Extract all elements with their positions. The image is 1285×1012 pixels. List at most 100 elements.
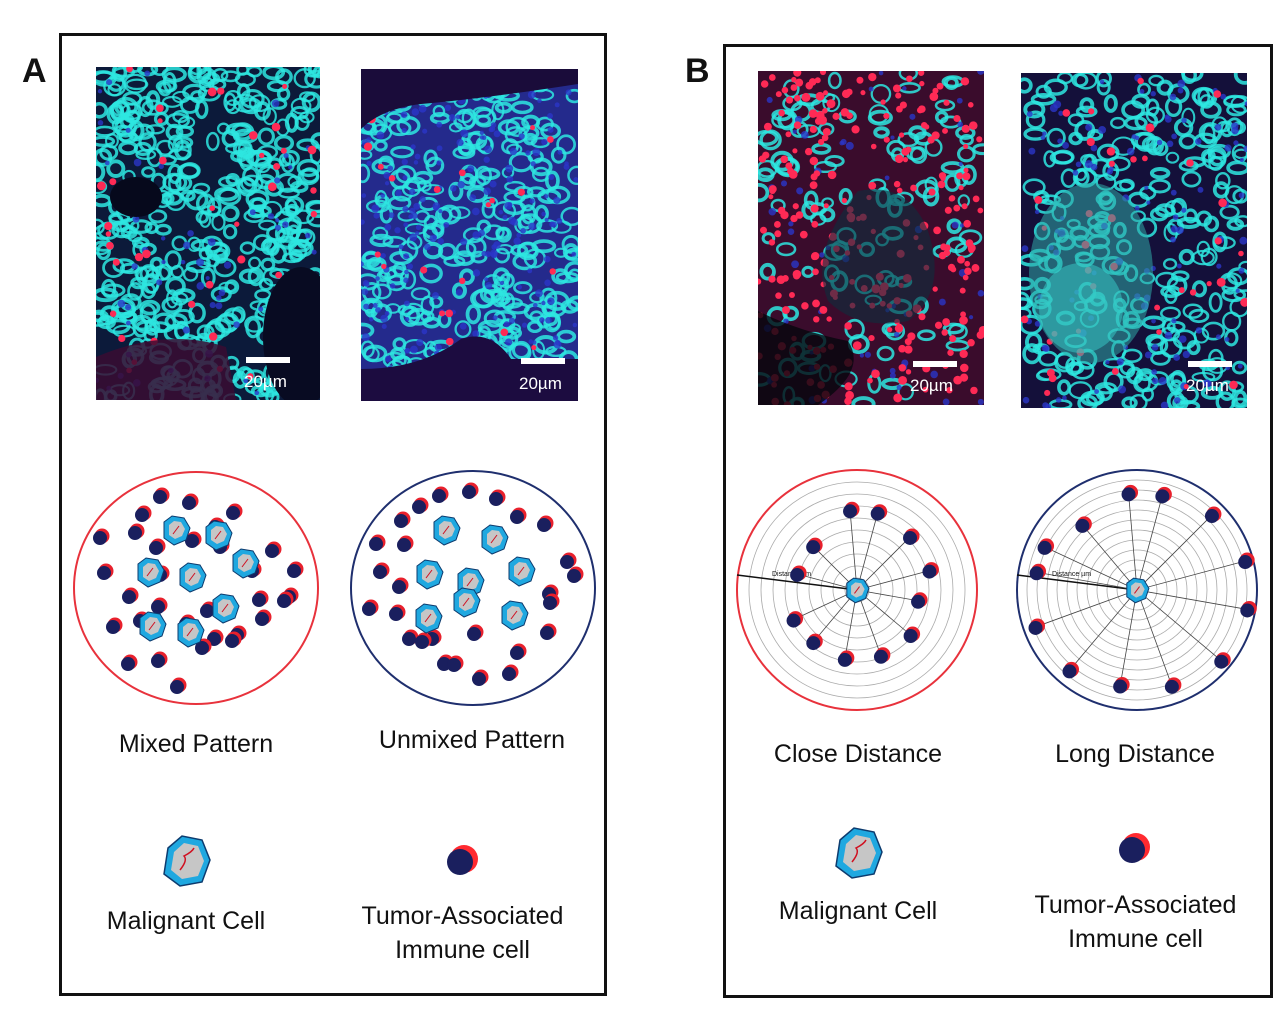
nucleus-texture <box>571 252 576 257</box>
nucleus-texture <box>404 270 409 275</box>
nucleus-texture <box>1028 148 1035 155</box>
nucleus-texture <box>369 317 373 321</box>
nucleus-texture <box>1225 337 1230 342</box>
nucleus-texture <box>275 218 279 222</box>
immune-cell <box>170 680 184 694</box>
nucleus-texture <box>531 161 536 166</box>
nucleus-texture <box>414 160 418 164</box>
nucleus-texture <box>507 202 512 207</box>
panel-a-letter: A <box>22 52 47 91</box>
nucleus-texture <box>282 221 288 227</box>
immune-cell <box>838 653 852 667</box>
nucleus-texture <box>394 227 400 233</box>
nucleus-texture <box>1151 369 1157 375</box>
nucleus-texture <box>516 233 521 238</box>
immune-texture <box>1190 289 1196 295</box>
nucleus-texture <box>791 260 799 268</box>
nucleus-texture <box>788 228 795 235</box>
nucleus-texture <box>233 321 240 328</box>
immune-texture <box>929 92 938 101</box>
nucleus-texture <box>158 164 163 169</box>
distance-label: Distance µm <box>1052 571 1091 578</box>
immune-texture <box>188 301 195 308</box>
nucleus-texture <box>527 268 532 273</box>
immune-cell <box>287 564 301 578</box>
nucleus-texture <box>457 181 464 188</box>
nucleus-texture <box>1146 201 1150 205</box>
immune-texture <box>1238 251 1244 257</box>
nucleus-texture <box>1224 144 1231 151</box>
immune-texture <box>209 332 217 340</box>
immune-texture <box>824 203 829 208</box>
nucleus-texture <box>493 241 501 249</box>
nucleus-texture <box>537 99 541 103</box>
nucleus-texture <box>796 187 803 194</box>
nucleus-texture <box>1239 192 1245 198</box>
nucleus-texture <box>1233 140 1238 145</box>
immune-texture <box>968 102 974 108</box>
nucleus-texture <box>1167 140 1174 147</box>
immune-texture <box>769 239 775 245</box>
nucleus-texture <box>1165 116 1172 123</box>
immune-texture <box>530 125 535 130</box>
nucleus-texture <box>411 144 416 149</box>
immune-texture <box>962 125 970 133</box>
nucleus-texture <box>1145 352 1152 359</box>
nucleus-texture <box>485 282 492 289</box>
micrograph-a2-svg <box>361 69 578 401</box>
nucleus-texture <box>413 203 420 210</box>
immune-cell <box>135 508 149 522</box>
nucleus-texture <box>1157 140 1162 145</box>
immune-texture <box>135 253 143 261</box>
immune-texture <box>768 194 773 199</box>
nucleus-texture <box>1135 206 1140 211</box>
immune-texture <box>968 247 974 253</box>
nucleus-texture <box>566 89 572 95</box>
immune-texture <box>234 222 239 227</box>
immune-texture <box>905 147 911 153</box>
nucleus-texture <box>283 153 288 158</box>
nucleus-texture <box>409 189 415 195</box>
immune-cell <box>402 632 416 646</box>
immune-cell <box>489 492 503 506</box>
immune-texture <box>793 203 799 209</box>
immune-cell <box>903 531 917 545</box>
immune-texture <box>796 211 804 219</box>
nucleus-texture <box>460 323 467 330</box>
nucleus-texture <box>1239 237 1247 245</box>
immune-texture <box>928 189 935 196</box>
nucleus-texture <box>371 205 379 213</box>
immune-texture <box>893 85 901 93</box>
nucleus-texture <box>415 154 421 160</box>
nucleus-texture <box>161 260 165 264</box>
nucleus-texture <box>1056 397 1062 403</box>
nucleus-texture <box>1107 168 1113 174</box>
immune-cell <box>225 634 239 648</box>
nucleus-texture <box>206 276 210 280</box>
immune-texture <box>785 131 791 137</box>
nucleus-texture <box>781 180 787 186</box>
nucleus-texture <box>216 302 223 309</box>
nucleus-texture <box>98 89 102 93</box>
immune-texture <box>963 275 969 281</box>
immune-texture <box>887 327 892 332</box>
immune-cell <box>1214 655 1228 669</box>
nucleus-texture <box>483 187 491 195</box>
immune-texture <box>434 186 441 193</box>
immune-texture <box>375 251 381 257</box>
immune-texture <box>272 123 281 132</box>
immune-texture <box>810 157 818 165</box>
nucleus-texture <box>364 281 369 286</box>
immune-texture <box>106 231 111 236</box>
immune-texture <box>883 113 889 119</box>
nucleus-texture <box>98 120 104 126</box>
nucleus-texture <box>1179 335 1187 343</box>
nucleus-texture <box>1231 127 1238 134</box>
immune-texture <box>810 181 818 189</box>
immune-texture <box>1088 108 1094 114</box>
immune-texture <box>811 252 819 260</box>
immune-texture <box>856 77 863 84</box>
immune-cell <box>93 531 107 545</box>
immune-texture <box>921 122 927 128</box>
nucleus-texture <box>1159 377 1167 385</box>
